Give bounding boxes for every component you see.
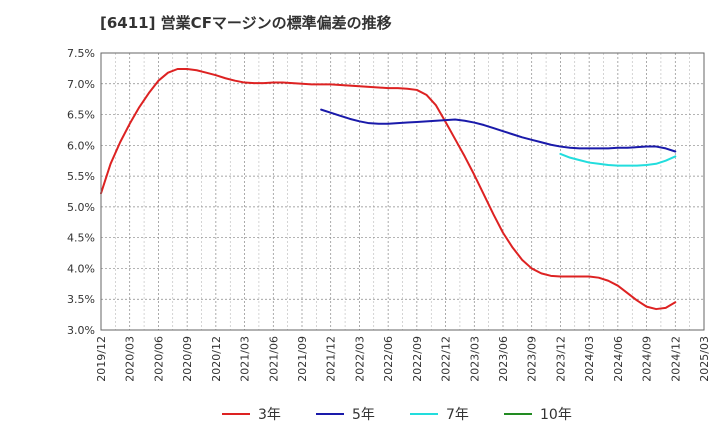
legend-label-10年: 10年 <box>540 407 572 423</box>
series-line-7年 <box>559 152 677 167</box>
y-tick-label: 7.5% <box>67 47 95 60</box>
legend: 3年 5年 7年 10年 <box>222 407 572 423</box>
x-axis-tick-labels: 2019/12 2020/03 2020/06 2020/09 2020/12 2021/… <box>95 336 711 382</box>
plot-area-frame <box>100 52 705 331</box>
x-tick-label: 2020/09 <box>181 336 194 382</box>
x-tick-label: 2020/12 <box>210 336 223 382</box>
y-tick-label: 3.0% <box>67 324 95 337</box>
x-tick-label: 2020/06 <box>152 336 165 382</box>
y-tick-label: 6.0% <box>67 139 95 152</box>
x-tick-label: 2020/03 <box>124 336 137 382</box>
y-tick-label: 5.5% <box>67 170 95 183</box>
x-tick-label: 2024/06 <box>612 336 625 382</box>
x-tick-label: 2019/12 <box>95 336 108 382</box>
series-line-5年 <box>320 108 677 153</box>
x-tick-label: 2022/12 <box>440 336 453 382</box>
x-tick-label: 2024/09 <box>641 336 654 382</box>
y-tick-label: 4.5% <box>67 232 95 245</box>
y-axis-tick-labels: 3.0% 3.5% 4.0% 4.5% 5.0% 5.5% 6.0% 6.5% 7.0% 7.5% <box>67 47 95 337</box>
y-tick-label: 5.0% <box>67 201 95 214</box>
series-line-3年 <box>100 68 677 311</box>
grid <box>100 52 705 331</box>
y-tick-label: 3.5% <box>67 293 95 306</box>
y-tick-label: 6.5% <box>67 109 95 122</box>
chart-title: [6411] 営業CFマージンの標準偏差の推移 <box>100 14 392 32</box>
x-tick-label: 2021/09 <box>296 336 309 382</box>
x-tick-label: 2021/06 <box>267 336 280 382</box>
x-tick-label: 2021/03 <box>239 336 252 382</box>
x-tick-label: 2023/12 <box>554 336 567 382</box>
x-tick-label: 2022/03 <box>353 336 366 382</box>
series-lines <box>100 68 677 311</box>
x-tick-label: 2023/06 <box>497 336 510 382</box>
y-tick-label: 4.0% <box>67 262 95 275</box>
x-tick-label: 2025/03 <box>698 336 711 382</box>
x-tick-label: 2024/12 <box>669 336 682 382</box>
x-tick-label: 2022/06 <box>382 336 395 382</box>
legend-label-7年: 7年 <box>446 407 469 423</box>
x-tick-label: 2024/03 <box>583 336 596 382</box>
x-tick-label: 2022/09 <box>411 336 424 382</box>
x-tick-label: 2023/03 <box>468 336 481 382</box>
x-tick-label: 2023/09 <box>526 336 539 382</box>
legend-label-5年: 5年 <box>352 407 375 423</box>
legend-label-3年: 3年 <box>258 407 281 423</box>
x-tick-label: 2021/12 <box>325 336 338 382</box>
y-tick-label: 7.0% <box>67 78 95 91</box>
